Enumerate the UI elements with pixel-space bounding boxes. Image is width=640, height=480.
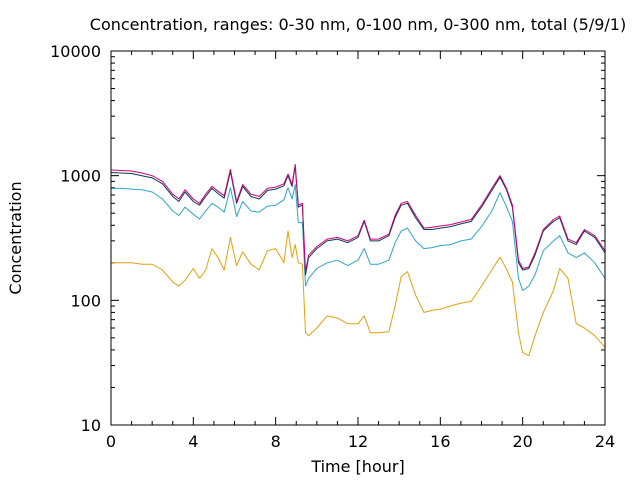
series-line-range-0-100	[111, 184, 606, 291]
x-axis-label: Time [hour]	[310, 457, 404, 476]
y-tick-label: 10000	[50, 42, 101, 61]
y-axis-label: Concentration	[6, 181, 25, 294]
x-tick-label: 0	[106, 432, 116, 451]
axis-ticks: 0 4 8 12 16 20 24 10 100 1000 10000	[50, 42, 615, 451]
x-tick-label: 12	[348, 432, 368, 451]
y-tick-label: 100	[70, 291, 101, 310]
y-tick-label: 10	[81, 416, 101, 435]
x-tick-label: 4	[188, 432, 198, 451]
x-tick-label: 24	[595, 432, 615, 451]
chart-title: Concentration, ranges: 0-30 nm, 0-100 nm…	[90, 15, 626, 34]
x-tick-label: 16	[430, 432, 450, 451]
series-line-range-0-30	[111, 230, 606, 357]
series-line-range-0-300	[110, 165, 606, 276]
plot-frame	[110, 50, 606, 426]
y-tick-label: 1000	[60, 167, 101, 186]
x-tick-label: 8	[271, 432, 281, 451]
series-line-total	[110, 164, 606, 273]
plot-lines	[110, 164, 606, 357]
x-tick-label: 20	[512, 432, 532, 451]
